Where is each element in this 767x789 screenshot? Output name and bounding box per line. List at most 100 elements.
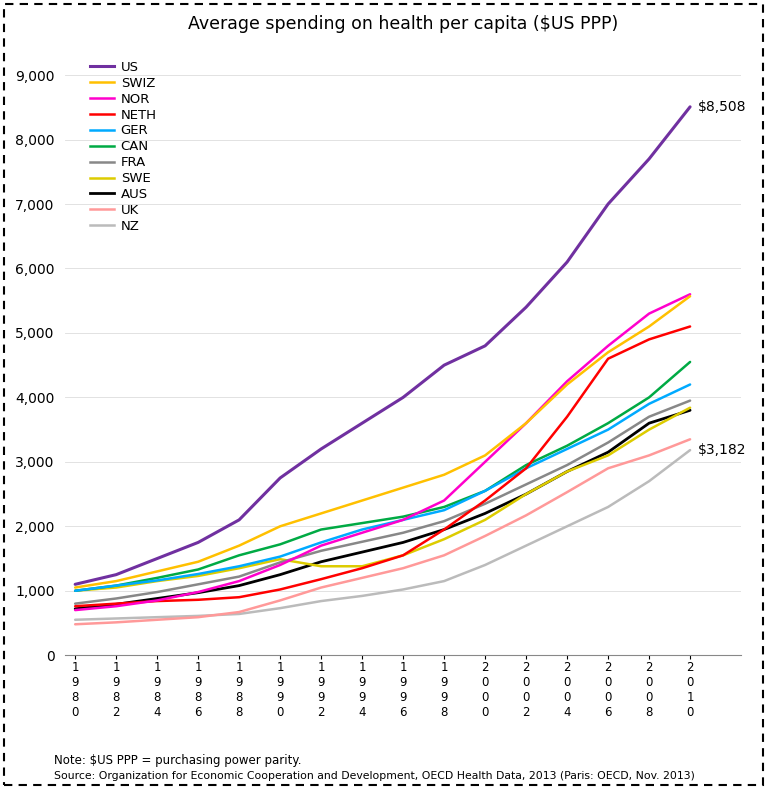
NZ [562,522,571,531]
NZ [235,609,244,619]
SWE [686,403,695,413]
Title: Average spending on health per capita ($US PPP): Average spending on health per capita ($… [188,15,618,33]
NOR [644,308,653,318]
UK [153,615,162,625]
GER [439,506,449,515]
NZ [644,477,653,486]
NETH [480,495,489,505]
GER [317,537,326,547]
NZ [317,596,326,606]
NETH [317,574,326,584]
CAN [604,418,613,428]
SWE [399,551,408,560]
UK [275,596,285,605]
GER [399,515,408,525]
FRA [153,587,162,596]
FRA [357,537,367,547]
AUS [357,548,367,557]
GER [153,576,162,585]
SWIZ [235,541,244,551]
CAN [562,441,571,451]
AUS [604,447,613,457]
NETH [153,596,162,606]
Line: UK: UK [75,439,690,624]
AUS [153,594,162,604]
Line: NOR: NOR [75,294,690,610]
FRA [562,460,571,469]
NETH [111,599,120,608]
GER [71,586,80,596]
NOR [562,376,571,386]
SWIZ [317,509,326,518]
SWIZ [193,557,202,567]
SWIZ [439,470,449,480]
SWIZ [644,322,653,331]
SWE [604,451,613,460]
SWIZ [357,495,367,505]
CAN [275,540,285,549]
UK [562,488,571,497]
CAN [71,586,80,596]
Line: SWE: SWE [75,408,690,591]
FRA [399,528,408,537]
SWE [562,467,571,477]
US [522,302,531,312]
GER [644,399,653,409]
Line: GER: GER [75,384,690,591]
UK [686,435,695,444]
NZ [357,591,367,600]
Text: $8,508: $8,508 [698,100,747,114]
NETH [686,322,695,331]
CAN [522,460,531,469]
AUS [235,581,244,590]
US [686,102,695,111]
US [562,257,571,267]
NOR [522,418,531,428]
US [399,393,408,402]
NOR [317,541,326,551]
FRA [275,558,285,567]
GER [480,486,489,495]
Legend: US, SWIZ, NOR, NETH, GER, CAN, FRA, SWE, AUS, UK, NZ: US, SWIZ, NOR, NETH, GER, CAN, FRA, SWE,… [85,55,162,238]
AUS [111,600,120,609]
Text: Source: Organization for Economic Cooperation and Development, OECD Health Data,: Source: Organization for Economic Cooper… [54,771,695,781]
UK [193,612,202,622]
US [235,515,244,525]
SWE [480,515,489,525]
NOR [71,605,80,615]
UK [604,464,613,473]
Line: CAN: CAN [75,362,690,591]
NETH [357,563,367,573]
NZ [604,503,613,512]
NETH [439,525,449,534]
SWE [439,534,449,544]
UK [357,573,367,582]
NZ [111,614,120,623]
GER [275,552,285,561]
US [111,570,120,579]
FRA [439,517,449,526]
SWE [153,576,162,585]
US [439,361,449,370]
UK [644,451,653,460]
GER [686,380,695,389]
NOR [439,495,449,505]
Text: $3,182: $3,182 [698,443,747,457]
GER [111,581,120,590]
UK [439,551,449,560]
NETH [644,335,653,344]
CAN [193,565,202,574]
Line: NETH: NETH [75,327,690,606]
NZ [275,604,285,613]
AUS [562,467,571,477]
GER [235,562,244,571]
US [480,341,489,350]
US [317,444,326,454]
Text: Note: $US PPP = purchasing power parity.: Note: $US PPP = purchasing power parity. [54,754,301,767]
CAN [153,573,162,582]
CAN [111,581,120,590]
SWIZ [604,347,613,357]
Line: AUS: AUS [75,410,690,609]
SWE [71,586,80,596]
SWE [317,562,326,571]
